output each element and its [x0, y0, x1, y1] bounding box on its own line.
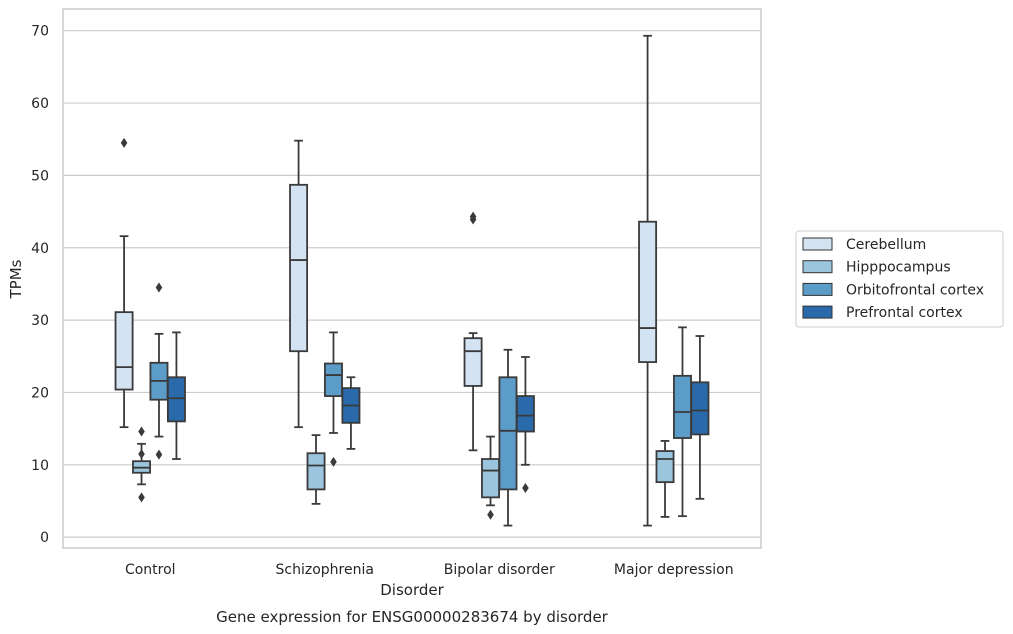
box-iqr — [690, 381, 710, 436]
legend-label: Hipppocampus — [846, 260, 951, 276]
y-tick-label: 50 — [31, 168, 49, 184]
outlier-point — [155, 449, 163, 460]
y-tick-label: 40 — [31, 241, 49, 257]
box-iqr — [673, 374, 692, 439]
chart-caption: Gene expression for ENSG00000283674 by d… — [216, 608, 609, 626]
outlier-point — [138, 426, 145, 437]
outlier-point — [487, 509, 494, 520]
box-iqr — [638, 220, 658, 363]
legend-swatch — [802, 237, 833, 251]
y-tick-label: 60 — [31, 96, 49, 112]
box-cerebellum — [114, 137, 134, 429]
y-tick-label: 30 — [31, 313, 49, 329]
box-hipppocampus — [481, 435, 500, 520]
box-iqr — [498, 376, 518, 491]
y-axis-label: TPMs — [7, 259, 25, 299]
box-iqr — [481, 458, 500, 499]
legend-label: Cerebellum — [846, 237, 926, 253]
box-marks — [114, 34, 710, 527]
y-tick-label: 70 — [31, 24, 49, 40]
box-iqr — [463, 337, 483, 387]
y-tick-labels: 0 10 20 30 40 50 60 70 — [31, 24, 49, 546]
y-tick-label: 20 — [31, 385, 49, 401]
legend: Cerebellum Hipppocampus Orbitofrontal cort… — [795, 230, 1004, 328]
legend-swatch — [802, 305, 833, 319]
y-tick-label: 10 — [31, 458, 49, 474]
box-prefrontal-cortex — [515, 356, 535, 493]
box-orbitofrontal-cortex — [498, 348, 518, 527]
x-tick-labels: Control Schizophrenia Bipolar disorder Majo… — [125, 562, 734, 578]
plot-frame — [62, 8, 762, 549]
box-hipppocampus — [306, 434, 326, 505]
x-axis-label: Disorder — [380, 581, 444, 599]
box-orbitofrontal-cortex — [673, 326, 692, 518]
box-iqr — [166, 376, 186, 423]
outlier-point — [469, 211, 477, 222]
box-iqr — [306, 452, 326, 491]
legend-frame — [795, 230, 1004, 328]
legend-swatch — [802, 282, 833, 296]
box-prefrontal-cortex — [690, 335, 710, 500]
box-cerebellum — [463, 211, 483, 452]
x-tick-label: Schizophrenia — [276, 562, 374, 578]
outlier-point — [138, 448, 145, 459]
box-prefrontal-cortex — [166, 331, 186, 460]
legend-label: Orbitofrontal cortex — [846, 282, 984, 298]
x-tick-label: Major depression — [614, 562, 734, 578]
box-orbitofrontal-cortex — [324, 331, 343, 467]
legend-swatch — [802, 260, 833, 274]
box-orbitofrontal-cortex — [149, 282, 169, 460]
outlier-point — [138, 492, 145, 503]
box-iqr — [655, 450, 675, 484]
outlier-point — [522, 482, 529, 493]
box-cerebellum — [289, 139, 309, 429]
box-iqr — [324, 362, 343, 397]
outlier-point — [330, 456, 337, 467]
box-prefrontal-cortex — [341, 376, 361, 450]
outlier-point — [120, 137, 128, 148]
box-iqr — [515, 395, 535, 433]
x-tick-label: Bipolar disorder — [444, 562, 555, 578]
box-cerebellum — [638, 34, 658, 527]
box-iqr — [289, 183, 309, 353]
x-tick-label: Control — [125, 562, 176, 578]
y-tick-label: 0 — [40, 530, 49, 546]
outlier-point — [155, 282, 163, 293]
box-hipppocampus — [655, 440, 675, 518]
box-hipppocampus — [132, 426, 151, 503]
legend-label: Prefrontal cortex — [846, 305, 963, 321]
box-iqr — [114, 311, 134, 391]
